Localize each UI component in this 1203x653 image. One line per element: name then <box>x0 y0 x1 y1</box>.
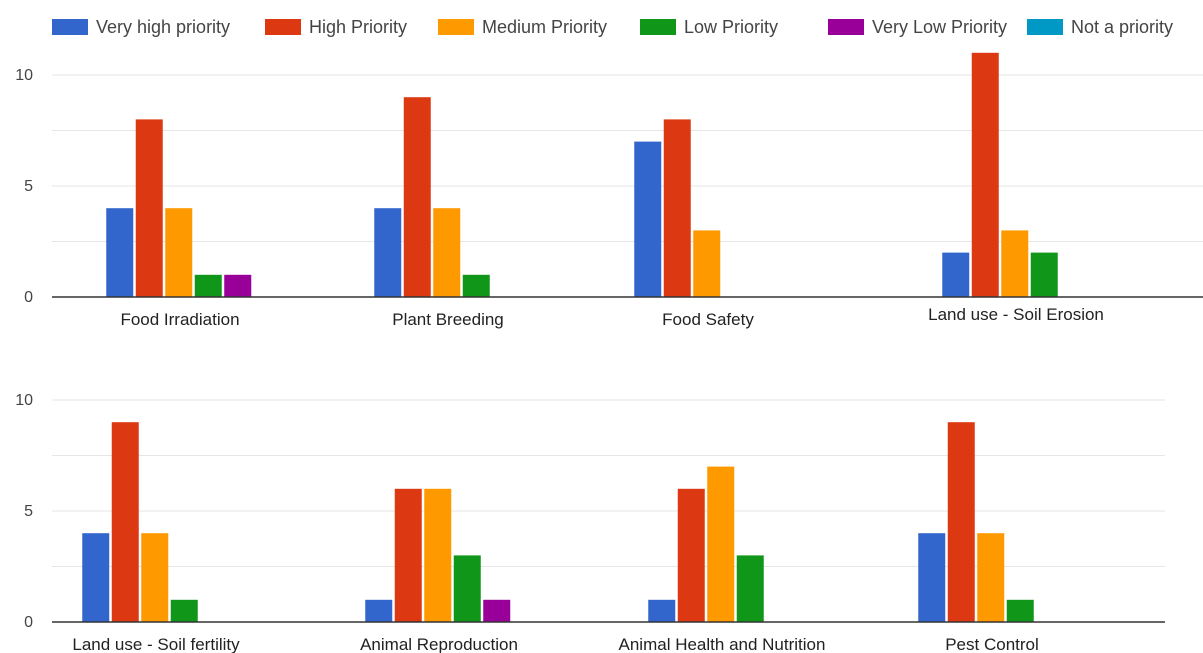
bar <box>365 599 393 622</box>
legend-label: Low Priority <box>684 17 778 37</box>
legend-label: Very Low Priority <box>872 17 1007 37</box>
category-label: Animal Reproduction <box>360 635 518 653</box>
legend-swatch <box>828 19 864 35</box>
legend-item: Very Low Priority <box>828 17 1007 37</box>
legend: Very high priority High Priority Medium Pr… <box>52 17 1173 37</box>
bar <box>424 488 452 622</box>
bar <box>1001 230 1029 297</box>
bar <box>918 533 946 622</box>
legend-item: High Priority <box>265 17 407 37</box>
y-tick-label: 5 <box>24 178 33 195</box>
bar <box>693 230 721 297</box>
y-tick-label: 10 <box>15 67 33 84</box>
bar <box>462 274 490 297</box>
chart-top: 0 5 10 Food Irradiation Plant Breeding Food S… <box>15 52 1203 329</box>
bar <box>707 466 735 622</box>
bar <box>971 52 999 297</box>
category-label: Land use - Soil Erosion <box>928 305 1104 324</box>
chart-bottom: 0 5 10 Land use - Soil fertility Animal Repr… <box>15 392 1165 653</box>
bar <box>453 555 481 622</box>
bar <box>141 533 169 622</box>
legend-item: Low Priority <box>640 17 778 37</box>
legend-item: Medium Priority <box>438 17 607 37</box>
legend-label: Very high priority <box>96 17 230 37</box>
legend-swatch <box>265 19 301 35</box>
category-label: Pest Control <box>945 635 1039 653</box>
bar <box>106 208 134 297</box>
legend-item: Very high priority <box>52 17 230 37</box>
bar <box>663 119 691 298</box>
legend-label: Medium Priority <box>482 17 607 37</box>
bar <box>736 555 764 622</box>
bar <box>1006 599 1034 622</box>
legend-swatch <box>438 19 474 35</box>
legend-swatch <box>52 19 88 35</box>
legend-swatch <box>1027 19 1063 35</box>
bar <box>1030 252 1058 297</box>
bar <box>374 208 402 297</box>
bar <box>483 599 511 622</box>
bar <box>977 533 1005 622</box>
bar <box>677 488 705 622</box>
category-label: Food Irradiation <box>120 310 239 329</box>
bar <box>135 119 163 298</box>
bar <box>111 422 139 622</box>
y-tick-label: 10 <box>15 392 33 409</box>
bar <box>942 252 970 297</box>
legend-item: Not a priority <box>1027 17 1173 37</box>
category-label: Food Safety <box>662 310 754 329</box>
bar <box>394 488 422 622</box>
bar <box>634 141 662 297</box>
bar <box>947 422 975 622</box>
legend-label: High Priority <box>309 17 407 37</box>
y-tick-label: 5 <box>24 503 33 520</box>
legend-swatch <box>640 19 676 35</box>
y-tick-label: 0 <box>24 614 33 631</box>
y-tick-label: 0 <box>24 289 33 306</box>
category-label: Plant Breeding <box>392 310 504 329</box>
legend-label: Not a priority <box>1071 17 1173 37</box>
bar <box>194 274 222 297</box>
bar <box>224 274 252 297</box>
category-label: Animal Health and Nutrition <box>619 635 826 653</box>
bar <box>648 599 676 622</box>
bar <box>433 208 461 297</box>
bar <box>403 97 431 297</box>
bar <box>82 533 110 622</box>
bar <box>165 208 193 297</box>
category-label: Land use - Soil fertility <box>72 635 240 653</box>
bar <box>170 599 198 622</box>
